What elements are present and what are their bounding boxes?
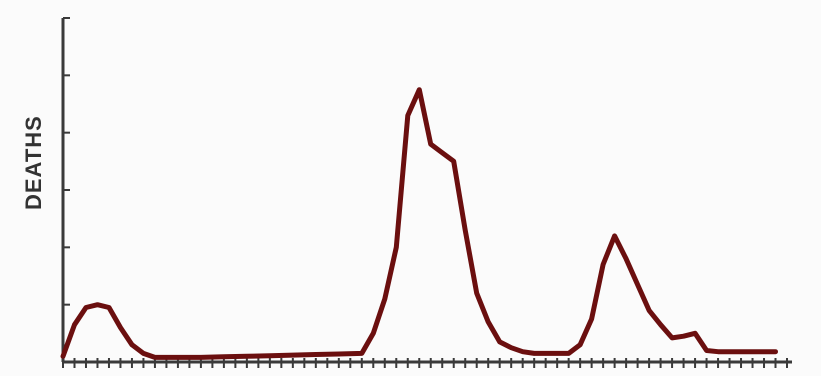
y-ticks <box>63 17 70 363</box>
axes <box>61 18 792 364</box>
y-axis-label: DEATHS <box>21 115 46 210</box>
series-line <box>60 87 778 360</box>
